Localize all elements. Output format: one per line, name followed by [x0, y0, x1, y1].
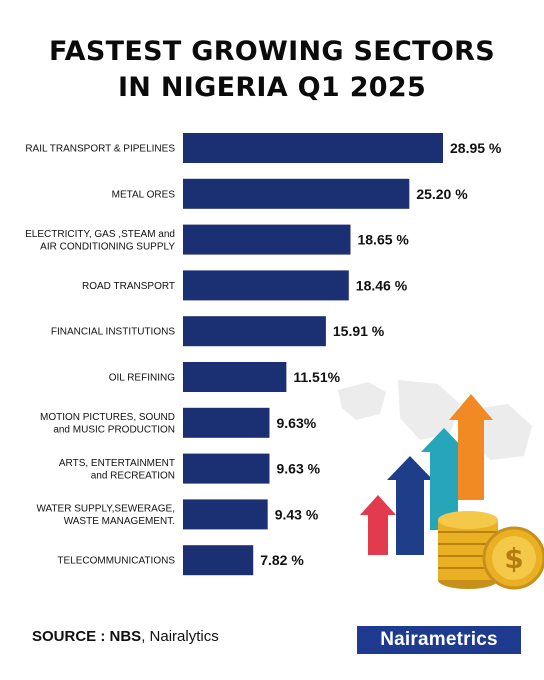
svg-text:$: $ — [504, 542, 523, 575]
dollar-coin-icon: $ — [482, 526, 544, 590]
bar-0 — [183, 133, 443, 163]
category-label-6: MOTION PICTURES, SOUND and MUSIC PRODUCTI… — [40, 412, 175, 436]
bar-3 — [183, 270, 349, 301]
chart-title-line-1: FASTEST GROWING SECTORS — [49, 36, 495, 67]
source-rest: , Nairalytics — [141, 628, 219, 645]
growth-arrows-icon — [360, 394, 493, 555]
value-label-1: 25.20 % — [416, 186, 468, 202]
bar-6 — [183, 407, 270, 438]
bar-4 — [183, 316, 326, 347]
category-label-0: RAIL TRANSPORT & PIPELINES — [25, 144, 175, 155]
value-label-0: 28.95 % — [450, 140, 502, 156]
category-label-8: WATER SUPPLY,SEWERAGE, WASTE MANAGEMENT. — [36, 504, 175, 528]
value-label-5: 11.51% — [293, 369, 340, 385]
category-label-9: TELECOMMUNICATIONS — [57, 556, 175, 567]
bar-2 — [183, 224, 351, 255]
bar-1 — [183, 178, 410, 209]
category-label-2: ELECTRICITY, GAS ,STEAM and AIR CONDITION… — [25, 229, 175, 253]
value-label-9: 7.82 % — [260, 552, 304, 568]
chart-title-line-2: IN NIGERIA Q1 2025 — [117, 72, 427, 103]
category-label-4: FINANCIAL INSTITUTIONS — [51, 327, 175, 338]
source-bold: NBS — [109, 628, 142, 645]
bar-9 — [183, 545, 254, 576]
bar-5 — [183, 362, 287, 392]
bar-7 — [183, 453, 270, 484]
value-label-8: 9.43 % — [275, 506, 319, 522]
value-label-3: 18.46 % — [356, 277, 408, 293]
brand-logo: Nairametrics — [357, 626, 521, 654]
category-label-7: ARTS, ENTERTAINMENT and RECREATION — [59, 458, 175, 482]
value-label-7: 9.63 % — [276, 461, 320, 477]
source-note: SOURCE : NBS, Nairalytics — [32, 628, 219, 645]
category-label-3: ROAD TRANSPORT — [82, 281, 175, 292]
category-label-1: METAL ORES — [112, 189, 176, 200]
value-label-2: 18.65 % — [357, 232, 409, 248]
growth-illustration: $ — [338, 380, 544, 590]
value-label-6: 9.63% — [276, 415, 316, 431]
source-label: SOURCE : — [32, 628, 106, 645]
value-label-4: 15.91 % — [333, 323, 385, 339]
chart-title: FASTEST GROWING SECTORS IN NIGERIA Q1 20… — [0, 34, 544, 106]
category-label-5: OIL REFINING — [109, 373, 176, 384]
bar-8 — [183, 499, 268, 530]
bar-chart: 28.95 % RAIL TRANSPORT & PIPELINES 25.20 %… — [25, 133, 502, 576]
